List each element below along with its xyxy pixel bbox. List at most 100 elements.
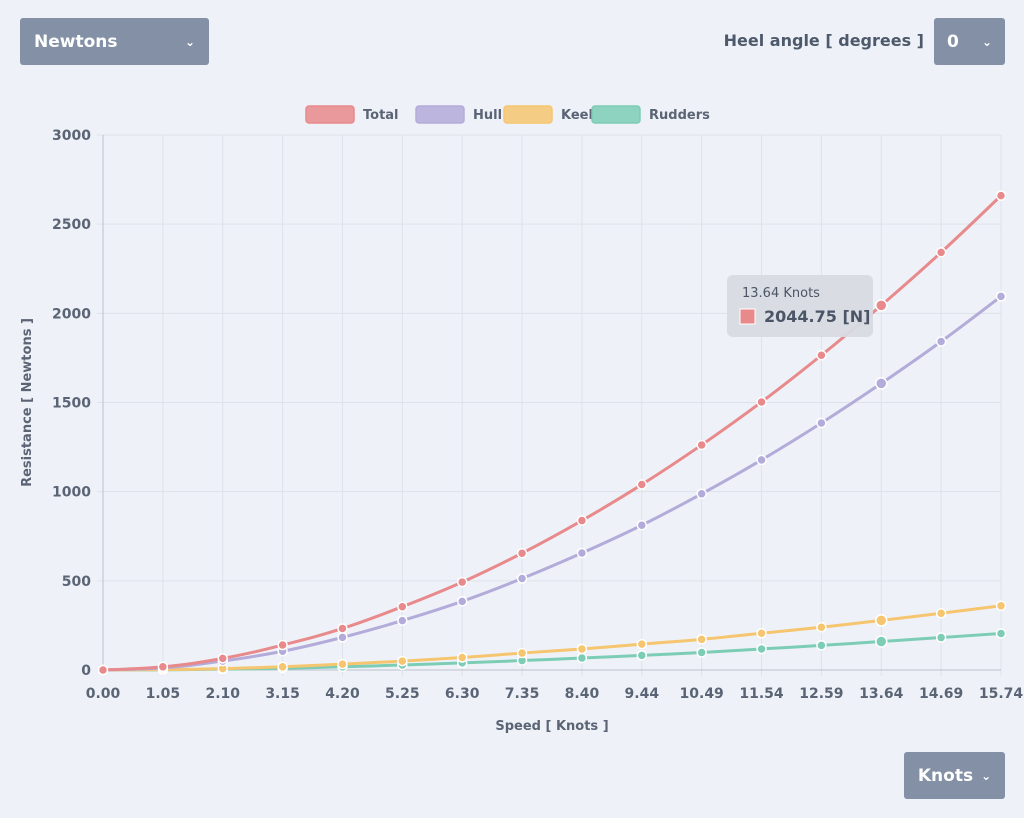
series-line-total [102, 194, 1003, 672]
data-point-keel [935, 608, 947, 619]
data-point-hull [337, 632, 348, 643]
data-point-total [935, 247, 947, 258]
legend-label: Rudders [649, 108, 710, 123]
legend-item-hull: Hull [415, 105, 502, 124]
x-tick-label: 0.00 [86, 686, 121, 702]
x-tick-label: 13.64 [859, 686, 904, 702]
resistance-chart: 0 500 1000 1500 2000 2500 3000 0.00 1.05 2.10 3.15… [20, 105, 1024, 734]
tooltip-value: 2044.75 [N] [764, 307, 870, 326]
data-point-hull [756, 454, 767, 466]
x-tick-label: 7.35 [505, 686, 540, 702]
legend-label: Total [363, 108, 399, 123]
data-point-keel [756, 628, 767, 639]
legend-label: Hull [473, 108, 502, 123]
legend-swatch [503, 105, 553, 124]
x-tick-label: 6.30 [445, 686, 480, 702]
legend-label: Keel [561, 108, 593, 123]
series-line-hull [102, 295, 1002, 672]
data-point-hull [816, 417, 827, 429]
heel-angle-select[interactable]: 0 ⌄ [934, 18, 1005, 65]
data-point-keel [337, 658, 348, 670]
data-point-total [756, 396, 767, 408]
y-tick-label: 1000 [52, 485, 91, 501]
y-tick-label: 0 [81, 663, 91, 679]
chevron-down-icon: ⌄ [981, 34, 992, 49]
data-point-hull [576, 547, 588, 559]
series-line-keel [102, 604, 1002, 672]
x-tick-label: 15.74 [979, 686, 1024, 702]
chevron-down-icon: ⌄ [184, 34, 195, 49]
y-tick-label: 2500 [52, 217, 91, 233]
tooltip-swatch [739, 308, 756, 325]
data-point-keel [636, 638, 648, 650]
x-tick-label: 11.54 [739, 686, 784, 702]
x-tick-label: 1.05 [146, 686, 181, 702]
chevron-down-icon: ⌄ [981, 768, 992, 783]
legend-swatch [591, 105, 641, 124]
x-tick-label: 9.44 [625, 686, 660, 702]
data-point-total [337, 623, 348, 634]
data-point-hull [397, 615, 408, 626]
data-point-rudders [576, 652, 588, 664]
x-tick-label: 5.25 [385, 686, 420, 702]
unit-select[interactable]: Newtons ⌄ [20, 18, 209, 65]
y-axis-title: Resistance [ Newtons ] [20, 318, 35, 487]
x-tick-label: 3.15 [265, 686, 300, 702]
x-tick-label: 8.40 [565, 686, 600, 702]
tooltip-title: 13.64 Knots [742, 286, 820, 301]
data-point-rudders [696, 647, 707, 658]
data-point-total [456, 576, 468, 588]
data-point-hull [696, 488, 707, 500]
data-point-total [636, 479, 648, 490]
x-tick-label: 2.10 [205, 686, 240, 702]
data-point-keel [816, 621, 827, 633]
data-point-keel [516, 647, 528, 659]
data-point-total [516, 547, 528, 559]
data-point-total [217, 653, 228, 664]
data-point-total [696, 439, 707, 451]
x-tick-label: 14.69 [919, 686, 963, 702]
data-point-hull [456, 596, 468, 607]
data-point-keel [576, 643, 588, 655]
x-tick-label: 4.20 [325, 686, 360, 702]
data-point-total [816, 349, 827, 361]
unit-select-label: Newtons [34, 31, 118, 52]
chart-tooltip: 13.64 Knots 2044.75 [N] [727, 275, 873, 337]
data-point-keel [995, 600, 1007, 612]
x-tick-label: 12.59 [799, 686, 843, 702]
data-point-total [995, 190, 1007, 201]
data-point-hull [875, 377, 888, 390]
legend-swatch [305, 105, 355, 124]
data-point-total [97, 664, 109, 676]
legend-swatch [415, 105, 465, 124]
heel-angle-value: 0 [947, 31, 959, 52]
data-point-rudders [756, 643, 767, 655]
data-point-total [397, 601, 408, 612]
data-point-rudders [875, 635, 888, 648]
heel-angle-label: Heel angle [ degrees ] [723, 31, 924, 50]
data-point-total [875, 299, 888, 312]
x-axis-title: Speed [ Knots ] [495, 719, 608, 734]
data-point-hull [636, 519, 648, 531]
data-point-total [277, 639, 288, 651]
data-point-keel [277, 661, 288, 673]
speed-unit-select[interactable]: Knots ⌄ [904, 752, 1005, 799]
legend-item-keel: Keel [503, 105, 593, 124]
tooltip-box [727, 275, 873, 337]
x-tick-label: 10.49 [680, 686, 724, 702]
data-point-keel [875, 614, 888, 627]
data-point-keel [456, 652, 468, 663]
legend-item-rudders: Rudders [591, 105, 710, 124]
y-tick-label: 1500 [52, 396, 91, 412]
y-tick-label: 2000 [52, 306, 91, 322]
data-point-rudders [995, 628, 1007, 639]
data-point-total [576, 515, 588, 526]
data-point-hull [516, 573, 528, 584]
y-tick-label: 3000 [52, 128, 91, 144]
data-point-rudders [636, 650, 648, 661]
data-point-rudders [816, 640, 827, 651]
data-point-keel [696, 634, 707, 645]
data-point-total [157, 661, 169, 673]
data-point-keel [397, 655, 408, 667]
speed-unit-label: Knots [917, 765, 974, 786]
